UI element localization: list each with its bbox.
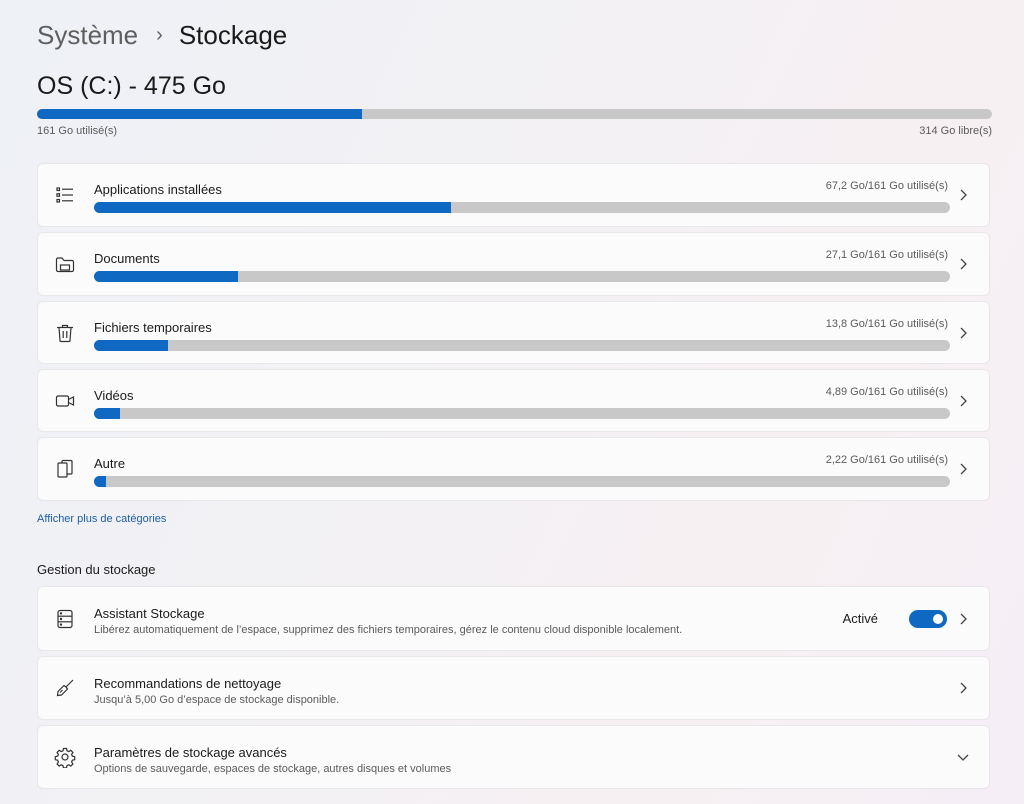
category-bar-fill — [94, 271, 238, 282]
storage-drive-icon — [54, 608, 76, 630]
category-bar — [94, 408, 950, 419]
category-bar-fill — [94, 408, 120, 419]
category-bar-fill — [94, 340, 168, 351]
section-title-storage-management: Gestion du stockage — [37, 562, 156, 577]
category-bar-fill — [94, 476, 106, 487]
category-value: 27,1 Go/161 Go utilisé(s) — [825, 249, 948, 261]
category-temporary-files[interactable]: Fichiers temporaires 13,8 Go/161 Go util… — [37, 301, 990, 364]
trash-icon — [54, 322, 76, 344]
category-other[interactable]: Autre 2,22 Go/161 Go utilisé(s) — [37, 437, 990, 501]
category-value: 2,22 Go/161 Go utilisé(s) — [825, 454, 948, 466]
chevron-right-icon — [955, 187, 971, 203]
category-videos[interactable]: Vidéos 4,89 Go/161 Go utilisé(s) — [37, 369, 990, 432]
drive-usage-bar-fill — [37, 109, 362, 119]
chevron-right-icon — [955, 680, 971, 696]
folder-icon — [54, 253, 76, 275]
category-value: 67,2 Go/161 Go utilisé(s) — [825, 180, 948, 192]
category-bar — [94, 202, 950, 213]
category-label: Autre — [94, 456, 126, 471]
category-label: Fichiers temporaires — [94, 320, 212, 335]
category-bar — [94, 340, 950, 351]
drive-usage-bar — [37, 109, 992, 119]
video-camera-icon — [54, 390, 76, 412]
show-more-categories-link[interactable]: Afficher plus de catégories — [37, 513, 167, 525]
storage-sense-toggle-label: Activé — [842, 610, 878, 626]
page-title: Stockage — [178, 19, 288, 50]
drive-title: OS (C:) - 475 Go — [37, 72, 226, 100]
category-label: Vidéos — [94, 388, 134, 403]
category-label: Applications installées — [94, 182, 222, 197]
cleanup-recommendations-description: Jusqu’à 5,00 Go d’espace de stockage dis… — [94, 694, 340, 706]
category-bar — [94, 476, 950, 487]
breadcrumb-separator-icon: › — [156, 23, 163, 46]
toggle-knob — [933, 613, 943, 624]
category-label: Documents — [94, 251, 160, 266]
apps-list-icon — [54, 184, 76, 206]
storage-sense-card[interactable]: Assistant Stockage Libérez automatiqueme… — [37, 586, 990, 651]
broom-icon — [54, 677, 76, 699]
storage-sense-description: Libérez automatiquement de l’espace, sup… — [94, 624, 683, 636]
cleanup-recommendations-card[interactable]: Recommandations de nettoyage Jusqu’à 5,0… — [37, 656, 990, 720]
category-documents[interactable]: Documents 27,1 Go/161 Go utilisé(s) — [37, 232, 990, 296]
breadcrumb-systeme-link[interactable]: Système — [37, 19, 139, 50]
category-bar-fill — [94, 202, 451, 213]
other-files-icon — [54, 458, 76, 480]
chevron-right-icon — [955, 461, 971, 477]
chevron-right-icon — [955, 325, 971, 341]
drive-free-label: 314 Go libre(s) — [919, 125, 992, 137]
category-value: 4,89 Go/161 Go utilisé(s) — [825, 386, 948, 398]
storage-sense-toggle[interactable] — [909, 609, 947, 628]
chevron-right-icon — [955, 256, 971, 272]
gear-icon — [54, 746, 76, 768]
category-value: 13,8 Go/161 Go utilisé(s) — [825, 318, 948, 330]
storage-sense-title: Assistant Stockage — [94, 606, 205, 621]
chevron-right-icon — [955, 393, 971, 409]
chevron-right-icon — [955, 611, 971, 627]
advanced-storage-settings-card[interactable]: Paramètres de stockage avancés Options d… — [37, 725, 990, 789]
cleanup-recommendations-title: Recommandations de nettoyage — [94, 676, 282, 691]
advanced-storage-settings-title: Paramètres de stockage avancés — [94, 745, 287, 760]
category-bar — [94, 271, 950, 282]
category-apps[interactable]: Applications installées 67,2 Go/161 Go u… — [37, 163, 990, 227]
drive-used-label: 161 Go utilisé(s) — [37, 125, 118, 137]
chevron-down-icon[interactable] — [955, 749, 971, 765]
breadcrumb: Système › Stockage — [37, 18, 287, 52]
advanced-storage-settings-description: Options de sauvegarde, espaces de stocka… — [94, 763, 452, 775]
